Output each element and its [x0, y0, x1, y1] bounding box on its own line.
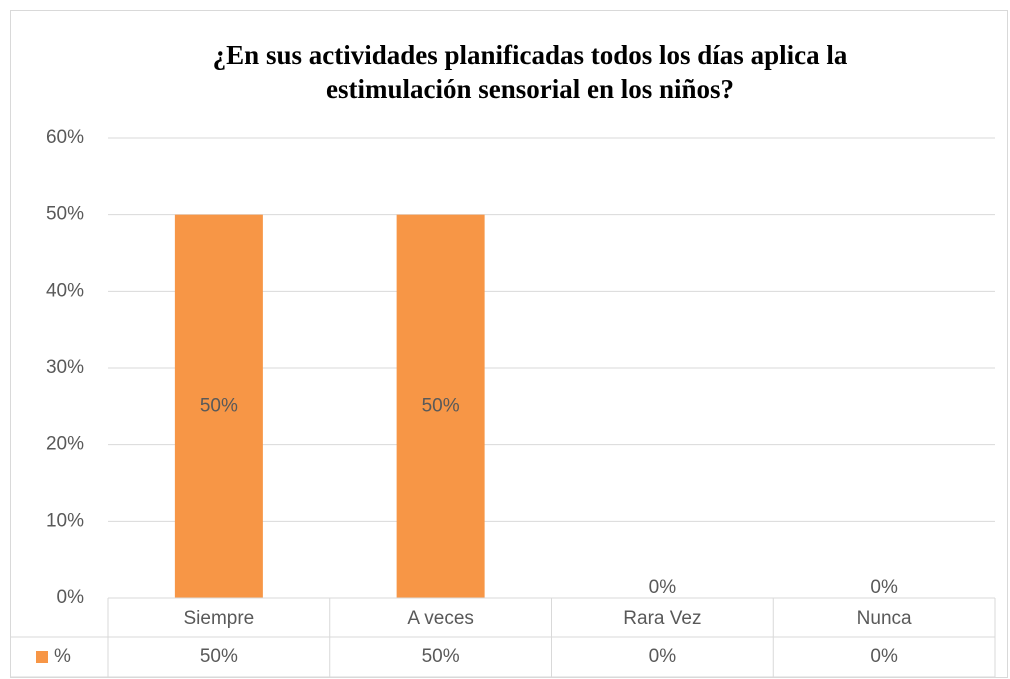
data-label: 0% [870, 577, 898, 598]
data-label: 50% [200, 395, 238, 416]
bar [174, 214, 263, 598]
x-tick-label: A veces [407, 608, 474, 629]
y-tick-label: 50% [46, 204, 84, 225]
legend-label: % [54, 646, 71, 667]
table-value: 0% [649, 646, 677, 667]
table-value: 0% [870, 646, 898, 667]
x-tick-label: Rara Vez [623, 608, 701, 629]
y-tick-label: 20% [46, 434, 84, 455]
x-tick-label: Siempre [184, 608, 255, 629]
data-label: 0% [649, 577, 677, 598]
y-tick-label: 0% [57, 587, 85, 608]
bar [396, 214, 485, 598]
table-value: 50% [422, 646, 460, 667]
chart-title: ¿En sus actividades planificadas todos l… [212, 40, 848, 104]
chart-frame [10, 10, 1008, 678]
y-tick-label: 10% [46, 510, 84, 531]
legend-swatch [36, 651, 48, 663]
data-label: 50% [422, 395, 460, 416]
x-tick-label: Nunca [857, 608, 912, 629]
y-tick-label: 60% [46, 127, 84, 148]
y-tick-label: 40% [46, 280, 84, 301]
table-value: 50% [200, 646, 238, 667]
y-tick-label: 30% [46, 357, 84, 378]
